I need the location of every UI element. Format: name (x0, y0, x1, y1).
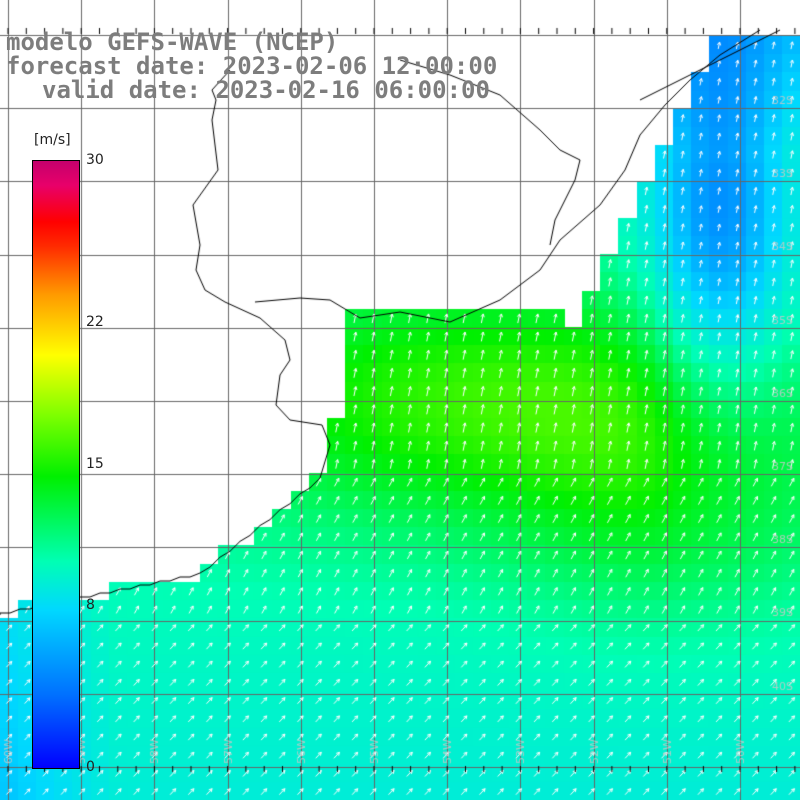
colorbar-tick-label: 22 (86, 313, 104, 330)
colorbar-tick-label: 0 (86, 759, 95, 775)
colorbar-tick-label: 8 (86, 597, 95, 614)
colorbar-tick-label: 30 (86, 152, 104, 168)
colorbar (32, 160, 80, 769)
map-titles: modelo GEFS-WAVE (NCEP) forecast date: 2… (6, 30, 497, 102)
forecast-date: forecast date: 2023-02-06 12:00:00 (6, 52, 498, 80)
valid-date: valid date: 2023-02-16 06:00:00 (42, 76, 490, 104)
colorbar-tick-label: 15 (86, 455, 104, 472)
colorbar-unit: [m/s] (34, 132, 71, 148)
model-title: modelo GEFS-WAVE (NCEP) (6, 28, 339, 56)
